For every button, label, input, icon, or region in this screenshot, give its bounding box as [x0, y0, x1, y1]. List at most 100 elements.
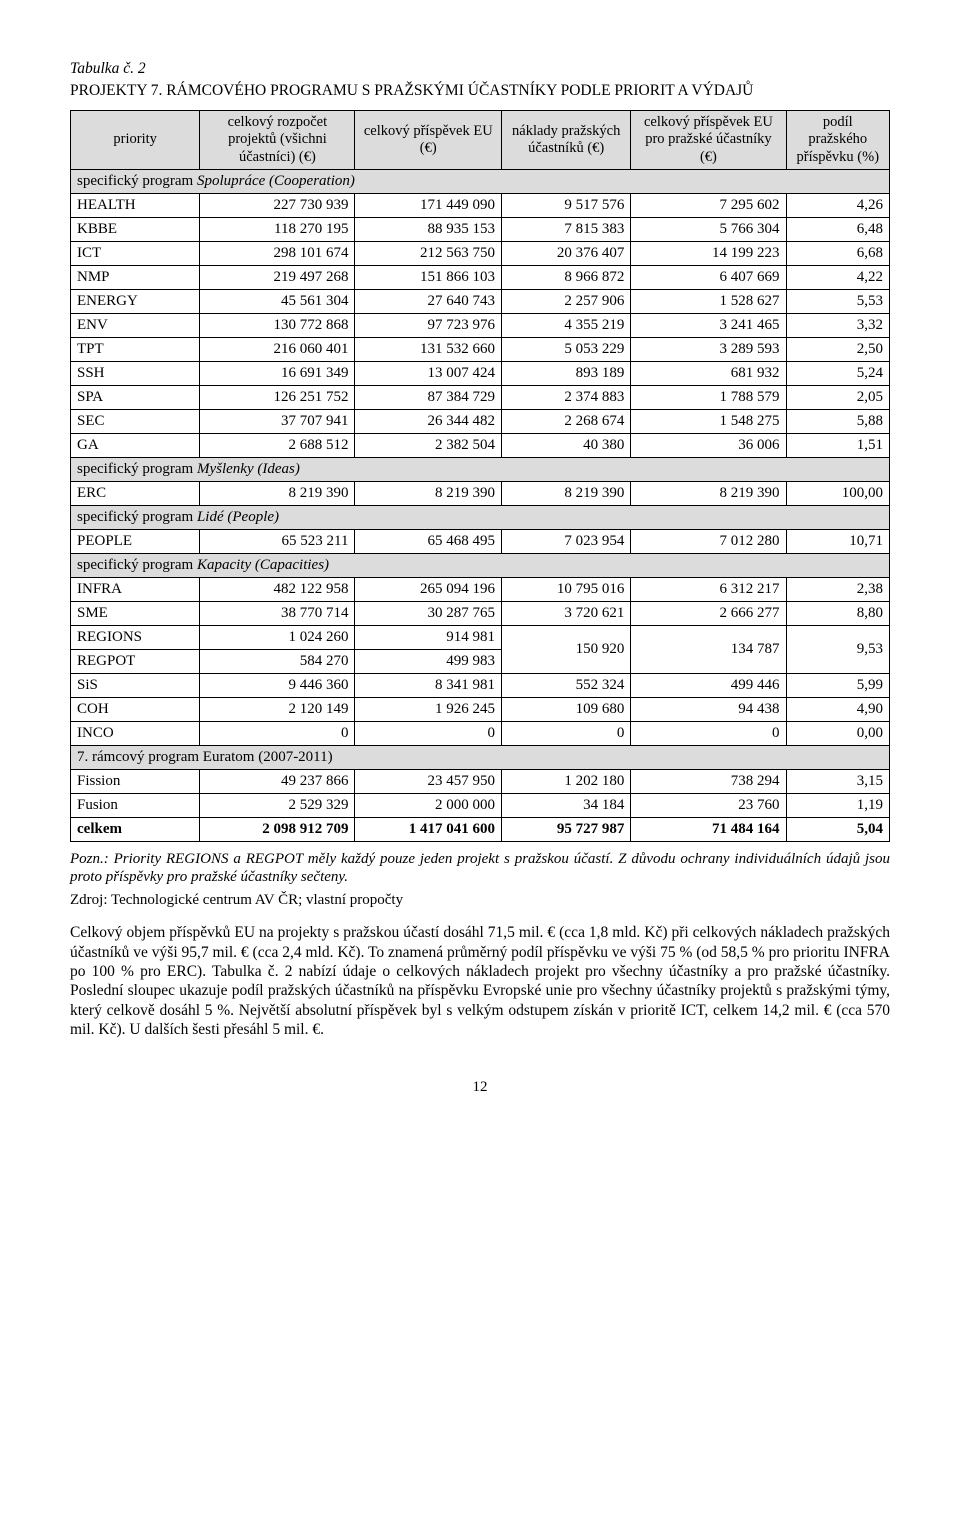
cell: 6,68 — [786, 242, 889, 266]
cell: REGIONS — [71, 626, 200, 650]
cell: 216 060 401 — [200, 338, 355, 362]
cell: 150 920 — [502, 626, 631, 674]
cell: ERC — [71, 482, 200, 506]
cell: 118 270 195 — [200, 218, 355, 242]
cell: 14 199 223 — [631, 242, 786, 266]
cell: 7 815 383 — [502, 218, 631, 242]
cell: 1,19 — [786, 794, 889, 818]
cell: 95 727 987 — [502, 818, 631, 842]
cell: SME — [71, 602, 200, 626]
cell: 8,80 — [786, 602, 889, 626]
cell: 171 449 090 — [355, 194, 502, 218]
col-eu-prague: celkový příspěvek EU pro pražské účastní… — [631, 111, 786, 170]
cell: PEOPLE — [71, 530, 200, 554]
cell: 45 561 304 — [200, 290, 355, 314]
cell: 38 770 714 — [200, 602, 355, 626]
cell: 13 007 424 — [355, 362, 502, 386]
cell: 23 457 950 — [355, 770, 502, 794]
section-heading: specifický program Lidé (People) — [71, 506, 890, 530]
table-row: NMP219 497 268151 866 1038 966 8726 407 … — [71, 266, 890, 290]
table-row: KBBE118 270 19588 935 1537 815 3835 766 … — [71, 218, 890, 242]
cell: 6 407 669 — [631, 266, 786, 290]
cell: 130 772 868 — [200, 314, 355, 338]
cell: 2 000 000 — [355, 794, 502, 818]
table-row: Fusion2 529 3292 000 00034 18423 7601,19 — [71, 794, 890, 818]
table-row: SEC37 707 94126 344 4822 268 6741 548 27… — [71, 410, 890, 434]
section-heading: specifický program Kapacity (Capacities) — [71, 554, 890, 578]
cell: 9,53 — [786, 626, 889, 674]
cell: celkem — [71, 818, 200, 842]
cell: 552 324 — [502, 674, 631, 698]
cell: 298 101 674 — [200, 242, 355, 266]
cell: KBBE — [71, 218, 200, 242]
cell: SPA — [71, 386, 200, 410]
cell: 26 344 482 — [355, 410, 502, 434]
cell: 6 312 217 — [631, 578, 786, 602]
table-caption: Tabulka č. 2 — [70, 60, 890, 78]
col-prague-costs: náklady pražských účastníků (€) — [502, 111, 631, 170]
cell: 681 932 — [631, 362, 786, 386]
cell: 6,48 — [786, 218, 889, 242]
cell: 227 730 939 — [200, 194, 355, 218]
cell: 94 438 — [631, 698, 786, 722]
body-paragraph: Celkový objem příspěvků EU na projekty s… — [70, 923, 890, 1039]
cell: NMP — [71, 266, 200, 290]
cell: SSH — [71, 362, 200, 386]
cell: 34 184 — [502, 794, 631, 818]
cell: 0,00 — [786, 722, 889, 746]
table-row: TPT216 060 401131 532 6605 053 2293 289 … — [71, 338, 890, 362]
cell: 4,22 — [786, 266, 889, 290]
cell: 914 981 — [355, 626, 502, 650]
cell: TPT — [71, 338, 200, 362]
cell: 3,15 — [786, 770, 889, 794]
cell: 5,53 — [786, 290, 889, 314]
cell: INCO — [71, 722, 200, 746]
cell: 3 289 593 — [631, 338, 786, 362]
cell: 8 219 390 — [502, 482, 631, 506]
table-row: ERC8 219 3908 219 3908 219 3908 219 3901… — [71, 482, 890, 506]
table-row: REGIONS1 024 260914 981150 920134 7879,5… — [71, 626, 890, 650]
cell: 87 384 729 — [355, 386, 502, 410]
cell: 0 — [502, 722, 631, 746]
col-eu: celkový příspěvek EU (€) — [355, 111, 502, 170]
cell: 0 — [355, 722, 502, 746]
cell: 2 098 912 709 — [200, 818, 355, 842]
cell: 2 268 674 — [502, 410, 631, 434]
cell: GA — [71, 434, 200, 458]
cell: 1 548 275 — [631, 410, 786, 434]
cell: 5,04 — [786, 818, 889, 842]
cell: 4,26 — [786, 194, 889, 218]
cell: INFRA — [71, 578, 200, 602]
table-title: PROJEKTY 7. RÁMCOVÉHO PROGRAMU S PRAŽSKÝ… — [70, 82, 890, 100]
table-row: SSH16 691 34913 007 424893 189681 9325,2… — [71, 362, 890, 386]
cell: 5,99 — [786, 674, 889, 698]
cell: 7 023 954 — [502, 530, 631, 554]
cell: 2 688 512 — [200, 434, 355, 458]
cell: 131 532 660 — [355, 338, 502, 362]
cell: 3 241 465 — [631, 314, 786, 338]
page-number: 12 — [70, 1079, 890, 1096]
cell: 5,24 — [786, 362, 889, 386]
cell: 8 341 981 — [355, 674, 502, 698]
cell: 40 380 — [502, 434, 631, 458]
cell: 2 382 504 — [355, 434, 502, 458]
cell: ENERGY — [71, 290, 200, 314]
table-row: Fission49 237 86623 457 9501 202 180738 … — [71, 770, 890, 794]
table-row: ENV130 772 86897 723 9764 355 2193 241 4… — [71, 314, 890, 338]
cell: 2 257 906 — [502, 290, 631, 314]
total-row: celkem2 098 912 7091 417 041 60095 727 9… — [71, 818, 890, 842]
cell: 10 795 016 — [502, 578, 631, 602]
cell: 1 788 579 — [631, 386, 786, 410]
table-row: COH2 120 1491 926 245109 68094 4384,90 — [71, 698, 890, 722]
cell: 5,88 — [786, 410, 889, 434]
cell: 2,05 — [786, 386, 889, 410]
cell: 2,38 — [786, 578, 889, 602]
table-row: ICT298 101 674212 563 75020 376 40714 19… — [71, 242, 890, 266]
table-row: ENERGY45 561 30427 640 7432 257 9061 528… — [71, 290, 890, 314]
col-priority: priority — [71, 111, 200, 170]
cell: 30 287 765 — [355, 602, 502, 626]
cell: 65 523 211 — [200, 530, 355, 554]
cell: 482 122 958 — [200, 578, 355, 602]
cell: 2,50 — [786, 338, 889, 362]
cell: 738 294 — [631, 770, 786, 794]
